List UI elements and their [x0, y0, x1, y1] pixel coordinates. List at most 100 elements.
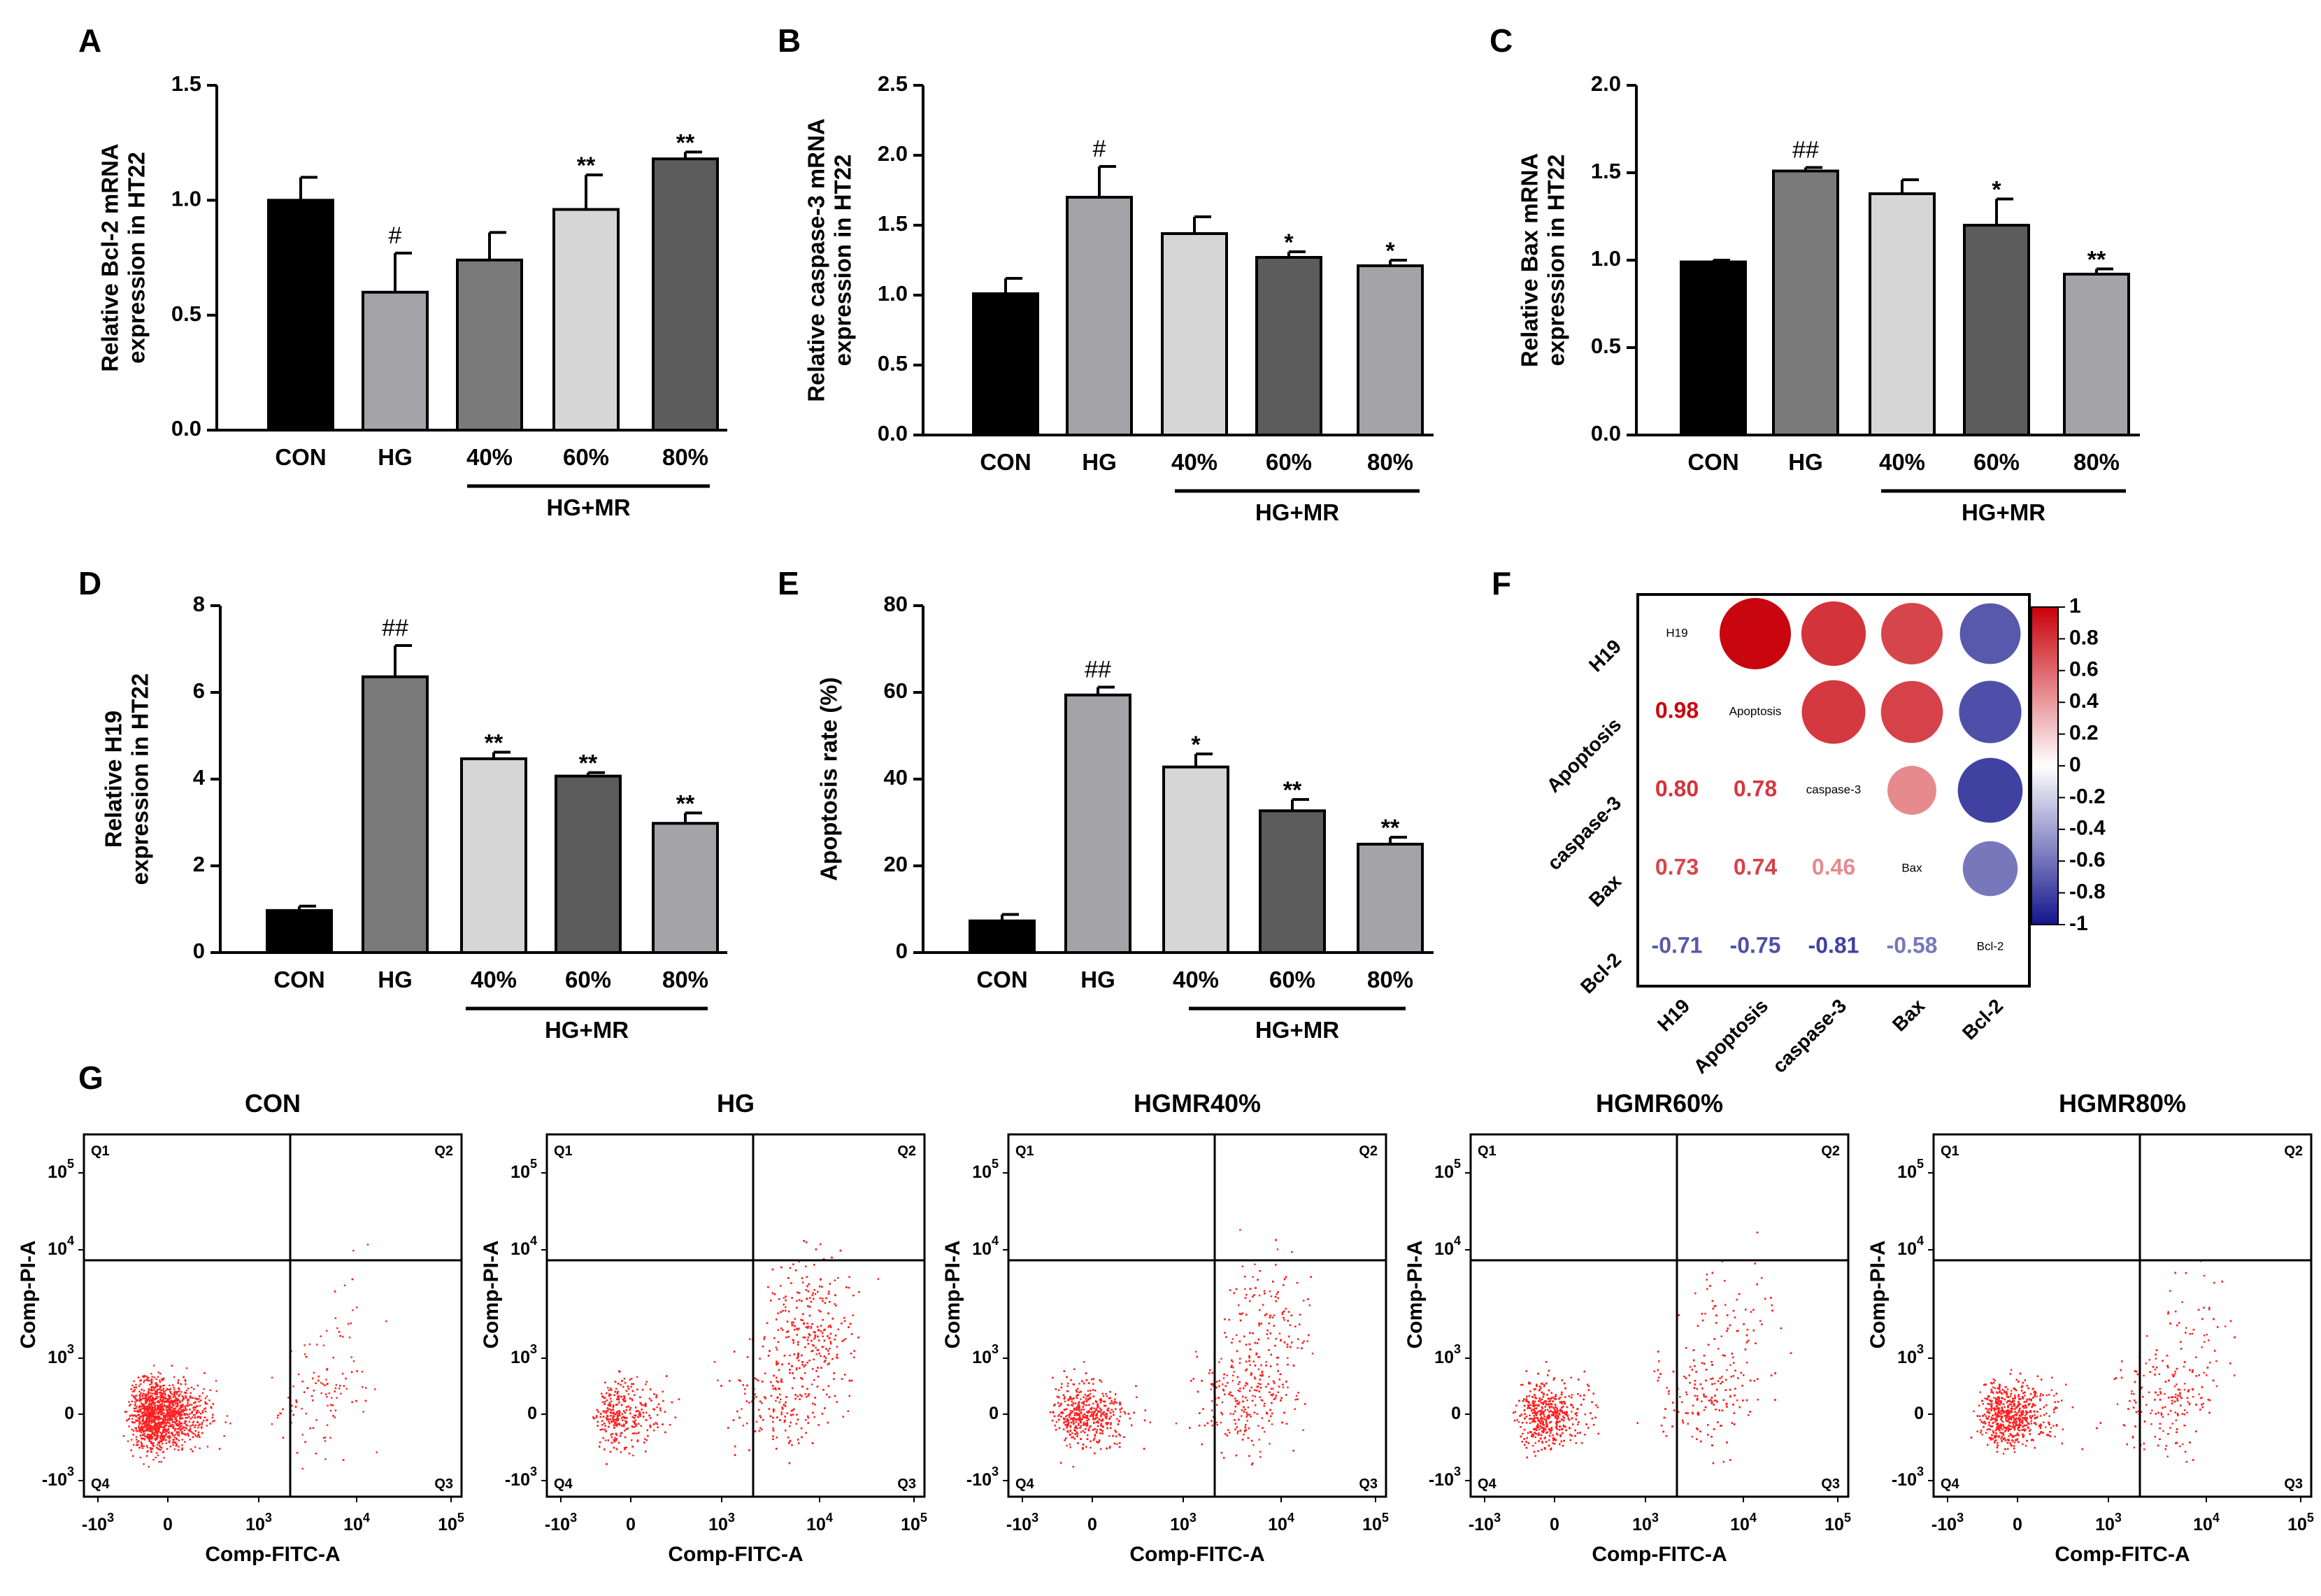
event-dot	[171, 1393, 173, 1395]
tick-base: -10	[82, 1515, 107, 1534]
event-dot	[155, 1431, 157, 1433]
bar	[1259, 809, 1326, 955]
event-dot	[194, 1424, 197, 1426]
event-dot	[169, 1425, 171, 1427]
tick-base: -10	[42, 1470, 67, 1490]
event-dot	[153, 1411, 156, 1413]
event-dot	[157, 1400, 159, 1402]
event-dot	[303, 1391, 306, 1393]
event-dot	[616, 1418, 618, 1420]
event-dot	[771, 1292, 773, 1295]
event-dot	[713, 1361, 716, 1363]
event-dot	[189, 1430, 191, 1432]
event-dot	[140, 1402, 143, 1404]
colorbar-tick-label: -0.2	[2069, 785, 2106, 808]
event-dot	[140, 1399, 142, 1402]
panel-label: E	[778, 565, 799, 601]
event-dot	[163, 1437, 165, 1439]
event-dot	[154, 1418, 157, 1421]
event-dot	[128, 1418, 130, 1420]
event-dot	[156, 1433, 158, 1435]
event-dot	[742, 1384, 744, 1386]
event-dot	[617, 1397, 620, 1399]
event-dot	[746, 1356, 749, 1358]
event-dot	[813, 1338, 815, 1340]
event-dot	[162, 1389, 164, 1391]
event-dot	[151, 1403, 153, 1405]
event-dot	[147, 1427, 149, 1429]
row-label: Bcl-2	[1576, 948, 1625, 997]
row-label: Bax	[1585, 870, 1626, 911]
event-dot	[134, 1410, 136, 1412]
event-dot	[185, 1413, 187, 1415]
event-dot	[162, 1399, 164, 1401]
event-dot	[149, 1403, 151, 1405]
tick-exponent: 3	[107, 1511, 114, 1525]
event-dot	[122, 1435, 125, 1437]
event-dot	[155, 1391, 157, 1394]
event-dot	[132, 1434, 134, 1436]
event-dot	[194, 1430, 197, 1432]
event-dot	[622, 1419, 624, 1421]
event-dot	[143, 1422, 146, 1424]
event-dot	[190, 1425, 192, 1427]
event-dot	[130, 1388, 133, 1390]
event-dot	[128, 1425, 130, 1427]
event-dot	[807, 1343, 810, 1345]
event-dot	[169, 1446, 171, 1448]
event-dot	[757, 1379, 759, 1382]
y-axis-label-line: expression in HT22	[123, 152, 149, 364]
event-dot	[601, 1401, 604, 1404]
event-dot	[132, 1414, 135, 1416]
event-dot	[155, 1424, 158, 1426]
event-dot	[155, 1386, 157, 1388]
event-dot	[135, 1386, 137, 1388]
row-label: Apoptosis	[1543, 713, 1626, 797]
event-dot	[157, 1425, 159, 1427]
significance-mark: **	[485, 730, 504, 757]
event-dot	[162, 1430, 164, 1433]
event-dot	[192, 1450, 194, 1453]
event-dot	[150, 1392, 152, 1395]
event-dot	[169, 1388, 171, 1390]
event-dot	[184, 1441, 186, 1443]
event-dot	[836, 1346, 838, 1348]
event-dot	[133, 1407, 136, 1410]
event-dot	[334, 1387, 337, 1390]
event-dot	[824, 1302, 827, 1304]
event-dot	[143, 1425, 146, 1427]
event-dot	[164, 1425, 166, 1427]
event-dot	[148, 1422, 150, 1425]
category-label: 40%	[1171, 449, 1217, 475]
category-label: CON	[976, 967, 1027, 992]
event-dot	[143, 1439, 146, 1441]
event-dot	[165, 1442, 167, 1444]
event-dot	[178, 1399, 180, 1401]
event-dot	[150, 1408, 152, 1410]
event-dot	[810, 1350, 813, 1353]
event-dot	[343, 1385, 345, 1387]
event-dot	[649, 1426, 652, 1428]
event-dot	[171, 1406, 173, 1409]
event-dot	[592, 1416, 594, 1418]
event-dot	[157, 1441, 159, 1444]
event-dot	[624, 1411, 627, 1414]
event-dot	[166, 1411, 169, 1413]
event-dot	[162, 1451, 164, 1453]
event-dot	[163, 1420, 166, 1423]
event-dot	[168, 1432, 170, 1434]
event-dot	[159, 1441, 162, 1443]
event-dot	[781, 1406, 783, 1409]
event-dot	[141, 1403, 143, 1405]
event-dot	[179, 1412, 181, 1414]
event-dot	[175, 1416, 177, 1419]
event-dot	[173, 1421, 176, 1423]
event-dot	[156, 1407, 159, 1409]
event-dot	[183, 1409, 185, 1411]
event-dot	[175, 1396, 177, 1399]
event-dot	[172, 1424, 174, 1426]
event-dot	[170, 1409, 172, 1411]
event-dot	[160, 1389, 162, 1391]
event-dot	[178, 1427, 181, 1429]
